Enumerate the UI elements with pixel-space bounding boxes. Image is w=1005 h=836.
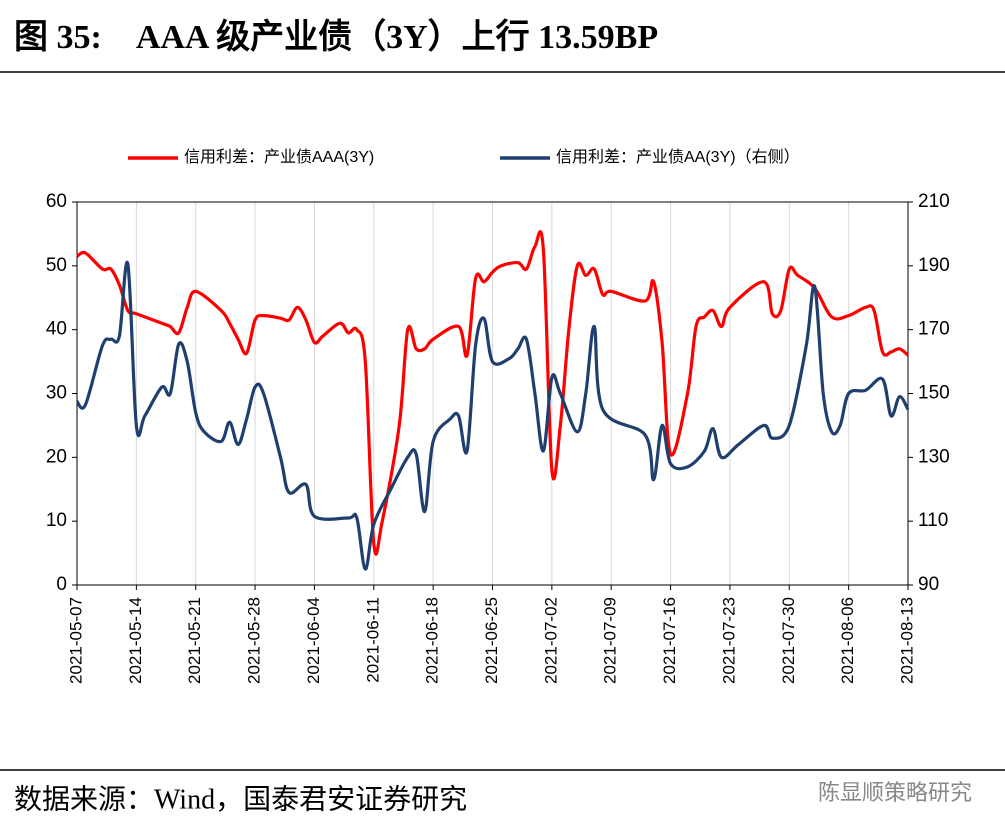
x-tick-label: 2021-05-21 xyxy=(185,597,204,684)
legend-label: 信用利差：产业债AA(3Y)（右侧） xyxy=(556,148,800,166)
y-tick-label: 20 xyxy=(46,446,67,467)
watermark: 陈显顺策略研究 xyxy=(818,780,972,805)
x-tick-label: 2021-05-14 xyxy=(126,597,145,684)
y-tick-label: 0 xyxy=(56,574,67,595)
x-tick-label: 2021-06-18 xyxy=(423,597,442,684)
y-tick-label: 50 xyxy=(46,255,67,276)
chart-title: 图 35: AAA 级产业债（3Y）上行 13.59BP xyxy=(14,17,658,56)
y2-tick-label: 210 xyxy=(918,191,950,212)
y-tick-label: 60 xyxy=(46,191,67,212)
y2-tick-label: 90 xyxy=(918,574,939,595)
x-tick-label: 2021-05-28 xyxy=(245,597,264,684)
x-tick-label: 2021-06-25 xyxy=(482,597,501,684)
series-line xyxy=(76,230,910,556)
x-tick-label: 2021-07-30 xyxy=(779,597,798,684)
series-line xyxy=(75,260,910,571)
y-tick-label: 40 xyxy=(46,319,67,340)
y2-tick-label: 190 xyxy=(918,255,950,276)
y-tick-label: 30 xyxy=(46,383,67,404)
x-tick-label: 2021-06-11 xyxy=(363,597,382,683)
y2-tick-label: 170 xyxy=(918,319,950,340)
x-tick-label: 2021-07-02 xyxy=(541,597,560,684)
x-tick-label: 2021-07-23 xyxy=(719,597,738,684)
source: 数据来源：Wind，国泰君安证券研究 xyxy=(14,783,467,815)
x-tick-label: 2021-06-04 xyxy=(304,597,323,684)
plot-frame xyxy=(76,201,909,586)
x-tick-label: 2021-07-09 xyxy=(601,597,620,684)
x-tick-label: 2021-08-13 xyxy=(897,597,916,684)
y2-tick-label: 150 xyxy=(918,383,950,404)
x-tick-label: 2021-07-16 xyxy=(660,597,679,684)
y-tick-label: 10 xyxy=(46,510,67,531)
y2-tick-label: 110 xyxy=(918,510,948,531)
x-tick-label: 2021-05-07 xyxy=(66,597,85,684)
legend-label: 信用利差：产业债AAA(3Y) xyxy=(184,148,374,166)
y2-tick-label: 130 xyxy=(918,446,950,467)
x-tick-label: 2021-08-06 xyxy=(838,597,857,684)
